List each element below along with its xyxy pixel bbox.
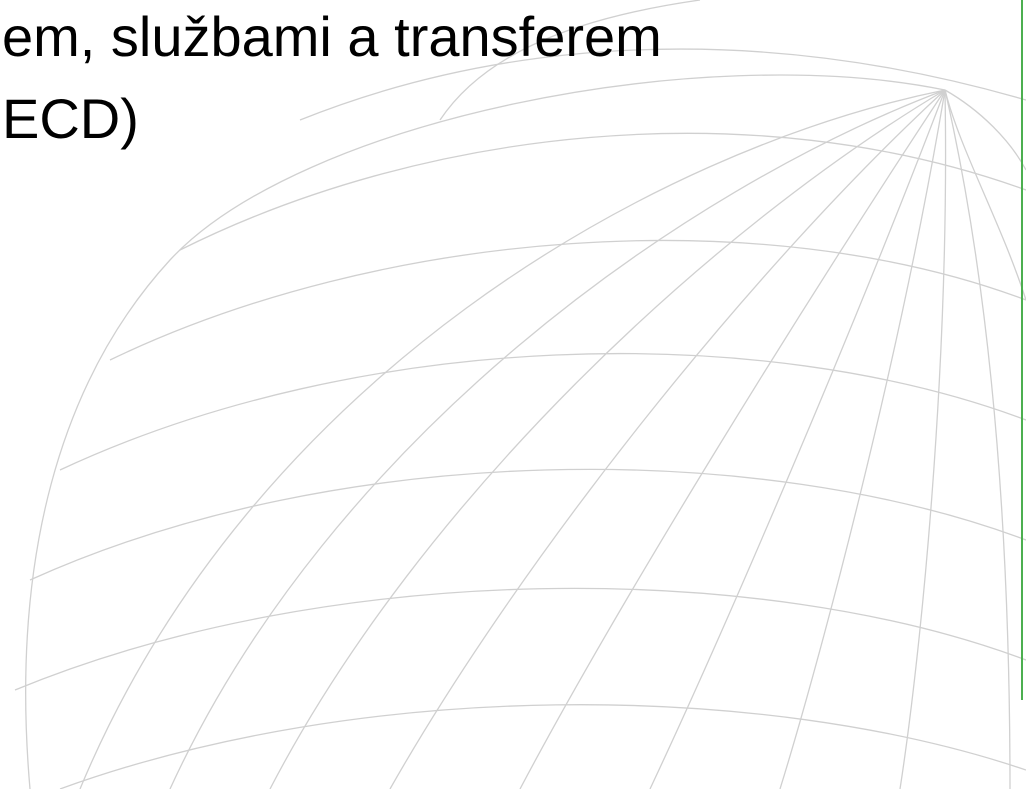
title-line: em, službami a transferem (2, 5, 662, 68)
title-line: ECD) (2, 87, 139, 150)
globe-wireframe (14, 0, 1026, 789)
